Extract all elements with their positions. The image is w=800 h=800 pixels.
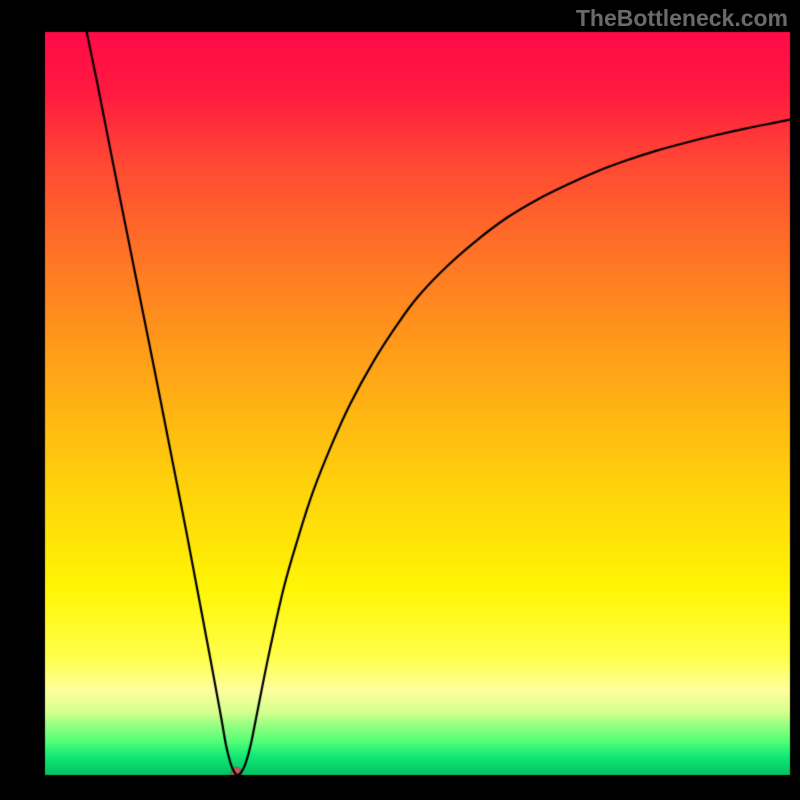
chart-frame: TheBottleneck.com <box>0 0 800 800</box>
chart-canvas <box>0 0 800 800</box>
